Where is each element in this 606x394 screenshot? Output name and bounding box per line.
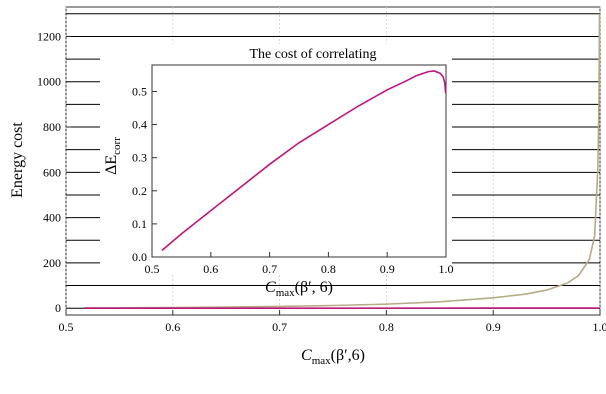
inset-y-axis-title: ΔEcorr (103, 137, 123, 175)
inset-x-tick-label: 0.5 (145, 262, 160, 276)
inset-x-tick-label: 0.7 (262, 262, 277, 276)
inset-title: The cost of correlating (249, 47, 376, 62)
inset-y-ticks: 0.0 0.1 0.2 0.3 0.4 0.5 (132, 84, 157, 264)
inset-y-tick-label: 0.1 (132, 217, 147, 231)
main-y-tick-label: 800 (43, 120, 61, 134)
inset-y-tick-label: 0.2 (132, 184, 147, 198)
main-x-tick-label: 0.9 (486, 320, 501, 334)
inset-y-tick-label: 0.4 (132, 118, 147, 132)
inset-x-tick-label: 1.0 (439, 262, 454, 276)
inset-y-tick-label: 0.0 (132, 250, 147, 264)
main-x-tick-label: 0.6 (165, 320, 180, 334)
main-y-axis-title: Energy cost (9, 122, 26, 198)
main-y-tick-label: 600 (43, 165, 61, 179)
main-x-tick-label: 0.7 (272, 320, 287, 334)
inset-x-axis-title: Cmax(β′, 6) (265, 279, 333, 299)
main-series-group (84, 13, 601, 309)
inset-x-ticks: 0.5 0.6 0.7 0.8 0.9 1.0 (145, 252, 454, 276)
inset-series-group (161, 70, 447, 251)
main-x-tick-label: 0.5 (59, 320, 74, 334)
inset-x-tick-label: 0.9 (380, 262, 395, 276)
main-y-tick-label: 200 (43, 256, 61, 270)
main-x-ticks: 0.5 0.6 0.7 0.8 0.9 1.0 (59, 310, 606, 334)
main-series-line-1 (84, 13, 601, 309)
inset-plot-frame (151, 64, 447, 258)
main-x-tick-label: 1.0 (593, 320, 606, 334)
main-y-tick-label: 0 (55, 301, 61, 315)
inset-y-tick-label: 0.5 (132, 84, 147, 98)
inset-series-line-1 (161, 70, 447, 251)
inset-y-tick-label: 0.3 (132, 151, 147, 165)
main-y-tick-label: 1200 (37, 29, 61, 43)
main-y-tick-label: 400 (43, 211, 61, 225)
main-x-tick-label: 0.8 (379, 320, 394, 334)
main-y-tick-label: 1000 (37, 75, 61, 89)
inset-x-tick-label: 0.8 (321, 262, 336, 276)
main-x-axis-title: Cmax(β′,6) (301, 347, 365, 367)
main-y-ticks: 0 200 400 600 800 1000 1200 (37, 29, 71, 315)
inset-x-tick-label: 0.6 (203, 262, 218, 276)
